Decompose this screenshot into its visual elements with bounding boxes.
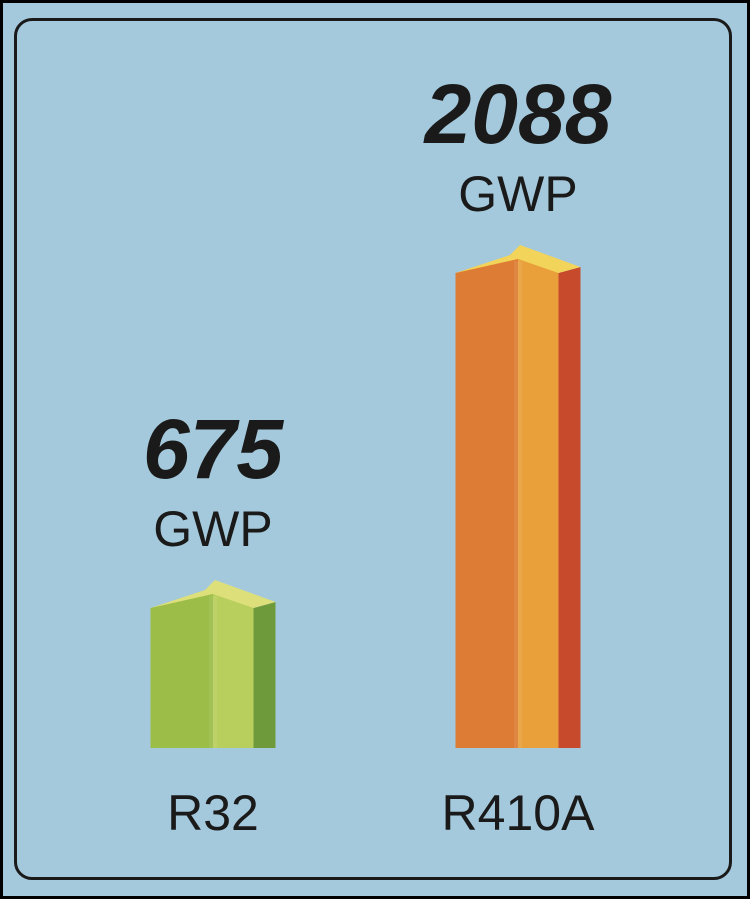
bar-front-left — [455, 253, 518, 748]
bar-top — [150, 579, 276, 608]
chart-panel — [3, 3, 747, 896]
value-label-r410a: 2088 — [423, 67, 612, 161]
bar-highlight — [209, 595, 217, 748]
bar-r32 — [150, 579, 276, 748]
bar-front-right — [518, 253, 559, 748]
bar-highlight — [514, 261, 522, 748]
category-label-r410a: R410A — [442, 785, 596, 841]
unit-label-r32: GWP — [153, 501, 272, 557]
bars-layer — [150, 245, 581, 748]
bar-top — [455, 245, 581, 273]
bar-side — [253, 601, 276, 748]
unit-label-r410a: GWP — [458, 166, 577, 222]
bar-front-right — [213, 587, 254, 748]
chart-border — [14, 18, 732, 880]
bar-r410a — [455, 245, 581, 748]
category-label-r32: R32 — [167, 785, 259, 841]
bar-side — [558, 267, 581, 748]
bar-front-left — [150, 587, 213, 748]
value-label-r32: 675 — [143, 402, 284, 496]
